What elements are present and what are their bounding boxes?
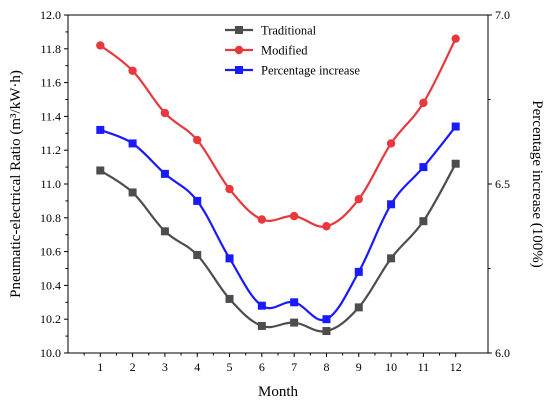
percentage-increase-point <box>128 139 137 148</box>
y-tick-label: 11.8 <box>40 42 61 56</box>
x-tick-label: 3 <box>162 360 168 374</box>
modified-point <box>193 135 202 145</box>
legend: Traditional Modified Percentage increase <box>225 24 360 78</box>
percentage-increase-point <box>322 315 331 324</box>
percentage-increase-point <box>193 196 202 205</box>
axes-layer: 10.0 10.2 10.4 10.6 10.8 11.0 11.2 11.4 11.6 11.8… <box>40 8 510 374</box>
y2-tick-label: 6.5 <box>495 177 510 191</box>
series-layer <box>96 34 460 336</box>
y-tick-label: 10.2 <box>40 312 61 326</box>
percentage-increase-point <box>451 122 460 131</box>
traditional-point <box>225 294 234 303</box>
traditional-point <box>354 303 363 312</box>
x-tick-label: 6 <box>259 360 265 374</box>
modified-point <box>386 139 396 148</box>
x-tick-label: 1 <box>97 360 103 374</box>
traditional-point <box>322 327 331 336</box>
percentage-increase-point <box>160 169 169 178</box>
modified-point <box>225 184 234 194</box>
percentage-increase-point <box>387 200 396 209</box>
traditional-point <box>128 188 137 197</box>
traditional-point <box>451 159 460 168</box>
x-tick-label: 8 <box>323 360 329 374</box>
x-axis-title: Month <box>258 384 299 400</box>
y2-axis-title: Percentage increase (100%) <box>529 100 545 267</box>
y2-tick-label: 7.0 <box>495 8 510 22</box>
percentage-increase-line <box>99 125 457 322</box>
y-tick-label: 11.0 <box>40 177 61 191</box>
traditional-point <box>160 227 169 236</box>
percentage-increase-point <box>96 125 105 134</box>
traditional-point <box>290 318 299 327</box>
x-tick-label: 7 <box>291 360 297 374</box>
modified-point <box>160 108 170 118</box>
x-tick-label: 11 <box>418 360 430 374</box>
percentage-increase-point <box>419 163 428 172</box>
y-tick-label: 11.6 <box>40 76 61 90</box>
modified-point <box>354 195 363 204</box>
y-tick-label: 10.6 <box>40 245 61 259</box>
x-tick-label: 10 <box>385 360 397 374</box>
modified-point <box>451 34 460 43</box>
traditional-point <box>257 321 266 330</box>
y-tick-label: 10.8 <box>40 211 61 225</box>
y-tick-label: 10.0 <box>40 346 61 360</box>
traditional-point <box>387 254 396 263</box>
y-tick-label: 11.2 <box>40 143 61 157</box>
x-tick-label: 12 <box>450 360 462 374</box>
modified-point <box>128 66 137 75</box>
modified-point <box>419 98 428 108</box>
traditional-point <box>96 166 105 175</box>
y-axis-title: Pneumatic-electrical Ratio (m³/kW·h) <box>8 70 24 298</box>
legend-modified-label: Modified <box>261 44 308 58</box>
percentage-increase-point <box>290 298 299 307</box>
modified-point <box>96 41 105 50</box>
legend-percentage-increase-marker <box>235 66 243 74</box>
modified-point <box>289 211 299 221</box>
x-tick-label: 9 <box>356 360 362 374</box>
y-tick-label: 11.4 <box>40 109 61 123</box>
legend-traditional-label: Traditional <box>261 24 317 38</box>
traditional-point <box>193 250 202 259</box>
modified-point <box>257 215 267 224</box>
x-tick-label: 5 <box>227 360 233 374</box>
y2-tick-label: 6.0 <box>495 346 510 360</box>
percentage-increase-point <box>257 301 266 310</box>
legend-modified-marker <box>234 45 244 55</box>
legend-percentage-increase-label: Percentage increase <box>261 64 360 78</box>
y-tick-label: 10.4 <box>40 278 61 292</box>
legend-traditional-marker <box>235 26 243 34</box>
y-tick-label: 12.0 <box>40 8 61 22</box>
percentage-increase-point <box>354 267 363 276</box>
modified-point <box>322 222 331 231</box>
x-tick-label: 2 <box>130 360 136 374</box>
percentage-increase-point <box>225 254 234 263</box>
x-tick-label: 4 <box>194 360 200 374</box>
traditional-point <box>419 217 428 226</box>
